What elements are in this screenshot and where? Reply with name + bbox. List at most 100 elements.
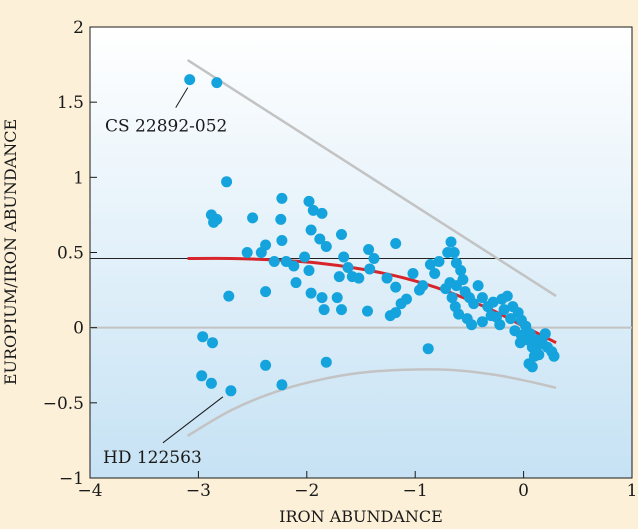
data-point (364, 263, 376, 275)
plot-area (89, 26, 633, 479)
data-point (390, 238, 402, 249)
x-tick-label: 1 (627, 481, 638, 501)
data-point (381, 272, 393, 284)
data-point (539, 328, 551, 340)
data-point (196, 370, 208, 382)
data-point (303, 195, 315, 207)
data-point (268, 256, 280, 267)
data-point (417, 280, 429, 292)
data-point (468, 298, 480, 310)
data-point (336, 304, 347, 316)
data-point (505, 313, 517, 325)
data-point (390, 281, 402, 293)
data-point (368, 253, 380, 264)
data-point (223, 290, 235, 302)
y-tick-label: −0.5 (43, 394, 84, 414)
data-point (276, 379, 288, 391)
data-point (307, 204, 319, 216)
data-point (290, 277, 302, 289)
data-point (260, 239, 272, 251)
data-point (205, 377, 217, 389)
data-point (305, 287, 317, 299)
lower-envelope-curve (186, 368, 557, 437)
data-point (523, 358, 535, 370)
data-point (494, 319, 506, 331)
data-point (241, 247, 253, 258)
data-point (429, 268, 441, 279)
data-point (197, 331, 209, 343)
data-point (288, 260, 300, 272)
data-point (207, 337, 218, 349)
data-point (331, 292, 343, 304)
data-point (316, 292, 328, 304)
data-point (353, 272, 365, 284)
data-point (276, 235, 288, 246)
axis-ticks: −4 −3 −2 −1 0 1 −1 −0.5 0 0.5 1 1.5 2 (43, 18, 638, 501)
annotations: CS 22892-052 HD 122563 (103, 87, 227, 468)
data-point (445, 236, 457, 248)
data-point (501, 290, 513, 302)
data-point (487, 296, 499, 308)
y-tick-label: 1 (73, 168, 84, 188)
data-point (466, 319, 478, 331)
x-tick-label: 0 (518, 481, 529, 501)
data-point (260, 359, 272, 371)
data-point (455, 265, 467, 276)
data-point (548, 350, 560, 362)
data-point (407, 268, 419, 279)
data-point (515, 329, 527, 341)
data-point (320, 241, 332, 252)
data-point (318, 304, 330, 316)
data-point (225, 385, 237, 397)
y-tick-label: 1.5 (57, 93, 84, 113)
annotation-cs22892: CS 22892-052 (105, 117, 227, 137)
y-tick-label: 0 (73, 319, 84, 339)
data-point (305, 224, 317, 236)
data-point (401, 293, 412, 305)
x-tick-label: −4 (77, 481, 102, 501)
data-point (316, 207, 328, 219)
x-tick-label: −2 (294, 481, 319, 501)
data-point (424, 259, 436, 270)
data-points (184, 74, 560, 397)
data-point (320, 356, 332, 368)
annotation-leader-line (175, 87, 189, 108)
data-point (498, 304, 510, 316)
data-point (276, 192, 288, 204)
y-tick-label: 2 (73, 18, 84, 38)
y-axis-title: EUROPIUM/IRON ABUNDANCE (1, 119, 20, 385)
x-axis-title: IRON ABUNDANCE (279, 507, 443, 526)
data-point (476, 292, 488, 304)
data-point (184, 74, 196, 86)
data-point (333, 271, 345, 283)
data-point (342, 262, 354, 273)
data-point (221, 176, 233, 188)
data-point (440, 283, 452, 295)
data-point (453, 308, 465, 320)
annotation-hd122563: HD 122563 (103, 448, 202, 468)
data-point (338, 251, 350, 263)
data-point (433, 256, 445, 267)
data-point (446, 292, 458, 304)
y-tick-label: 0.5 (57, 244, 84, 264)
upper-envelope-line (186, 59, 557, 298)
data-point (303, 265, 315, 276)
data-point (363, 244, 375, 255)
data-point (314, 233, 326, 245)
data-point (336, 229, 347, 240)
y-tick-label: −1 (59, 469, 84, 489)
data-point (534, 338, 546, 350)
x-tick-label: −1 (403, 481, 428, 501)
data-point (422, 343, 434, 355)
data-point (260, 286, 272, 298)
data-point (275, 213, 287, 225)
data-point (208, 216, 220, 228)
data-point (362, 305, 373, 317)
data-point (211, 77, 223, 89)
data-point (247, 212, 259, 224)
x-tick-label: −3 (186, 481, 211, 501)
data-point (299, 251, 311, 263)
data-point (533, 349, 545, 361)
